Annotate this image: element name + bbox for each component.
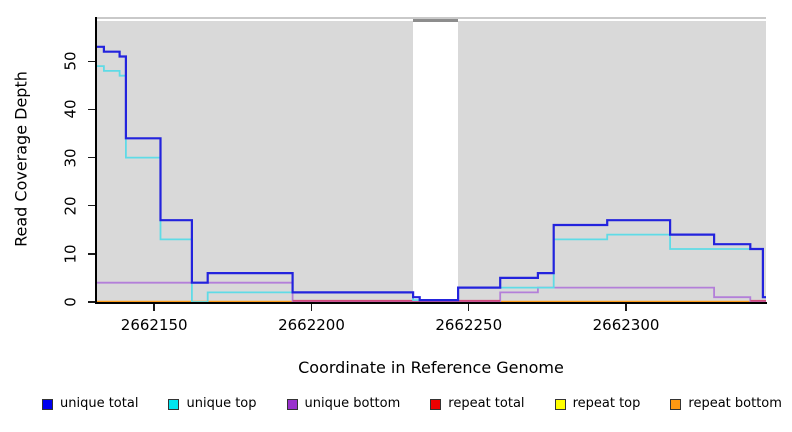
x-axis-line	[95, 302, 767, 304]
legend-label: unique total	[60, 396, 139, 411]
legend-item-repeat-total: repeat total	[430, 396, 525, 412]
legend-item-repeat-top: repeat top	[554, 396, 641, 412]
y-tick-mark	[88, 156, 95, 159]
coverage-region-right	[458, 20, 766, 302]
x-tick-label: 2662200	[278, 316, 345, 334]
legend-item-unique-bottom: unique bottom	[286, 396, 401, 412]
series-line-unique-bottom	[96, 281, 766, 303]
y-tick-mark	[88, 60, 95, 63]
y-axis-title: Read Coverage Depth	[11, 71, 31, 247]
y-tick-mark	[88, 108, 95, 111]
plot-area	[96, 17, 766, 304]
x-tick-label: 2662300	[592, 316, 660, 334]
unique-bottom-swatch-icon	[286, 398, 298, 410]
y-tick-label: 50	[61, 51, 80, 71]
y-tick-mark	[88, 204, 95, 207]
x-tick-mark	[625, 303, 627, 311]
coverage-region-left	[96, 20, 414, 302]
series-line-unique-total	[96, 45, 766, 302]
legend-item-repeat-bottom: repeat bottom	[670, 396, 782, 412]
legend-label: repeat top	[572, 396, 641, 411]
x-tick-label: 2662150	[120, 316, 188, 334]
repeat-bottom-swatch-icon	[670, 398, 682, 410]
gap-region-top-border	[413, 19, 459, 22]
legend-item-unique-top: unique top	[168, 396, 257, 412]
repeat-top-swatch-icon	[554, 398, 566, 410]
repeat-total-swatch-icon	[430, 398, 442, 410]
legend-label: repeat total	[448, 396, 525, 411]
legend: unique total unique top unique bottom re…	[42, 396, 782, 412]
x-tick-mark	[467, 303, 470, 311]
y-tick-label: 20	[61, 196, 80, 216]
y-tick-label: 10	[61, 244, 80, 264]
x-tick-mark	[310, 303, 313, 311]
y-tick-label: 0	[61, 297, 80, 307]
x-tick-label: 2662250	[435, 316, 503, 334]
legend-label: unique bottom	[304, 396, 401, 411]
legend-label: repeat bottom	[688, 396, 782, 411]
y-axis-line	[95, 17, 97, 303]
y-tick-label: 40	[61, 99, 80, 119]
legend-item-unique-total: unique total	[42, 396, 138, 412]
legend-label: unique top	[186, 396, 257, 411]
series-line-unique-top	[96, 65, 766, 303]
y-tick-mark	[88, 301, 95, 303]
y-tick-mark	[88, 253, 95, 255]
plot-top-border	[96, 17, 766, 19]
unique-total-swatch-icon	[42, 398, 53, 410]
y-tick-label: 30	[61, 148, 80, 168]
unique-top-swatch-icon	[168, 398, 180, 410]
x-tick-mark	[153, 303, 155, 311]
chart-lines	[96, 45, 766, 304]
x-axis-title: Coordinate in Reference Genome	[298, 358, 564, 377]
